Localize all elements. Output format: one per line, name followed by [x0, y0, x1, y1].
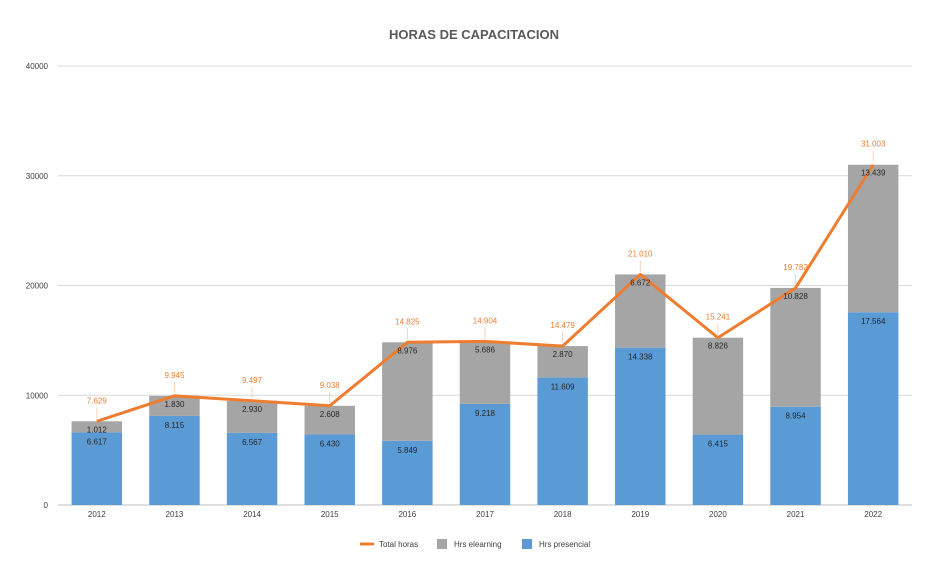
y-axis: 0 10000 20000 30000 40000: [26, 62, 49, 510]
x-axis: 2012 2013 2014 2015 2016 2017 2018 2019 2020 2021…: [88, 510, 883, 519]
data-label-elearning: 2.930: [242, 405, 263, 414]
bar-presencial: [382, 440, 433, 505]
y-tick-label: 30000: [26, 172, 49, 181]
bar-presencial: [149, 415, 200, 505]
x-tick-label: 2021: [787, 510, 805, 519]
bar-presencial: [226, 432, 278, 505]
bar-elearning: [304, 405, 355, 435]
data-label-presencial: 8.115: [165, 421, 185, 430]
data-label-total: 31.003: [861, 140, 886, 149]
data-label-presencial: 6.415: [708, 440, 729, 449]
data-label-total: 15.241: [706, 313, 731, 322]
bar-elearning: [847, 164, 899, 313]
data-labels: 6.617 1.012 8.115 1.830 6.567 2.930 6.430 2.608…: [87, 140, 886, 455]
bar-presencial: [692, 434, 744, 505]
data-label-elearning: 5.686: [475, 345, 496, 354]
bar-presencial: [304, 434, 355, 505]
x-tick-label: 2012: [88, 510, 106, 519]
y-tick-label: 0: [44, 501, 49, 510]
x-tick-label: 2013: [166, 510, 184, 519]
y-tick-label: 10000: [26, 391, 49, 400]
chart-title: HORAS DE CAPACITACION: [389, 27, 559, 42]
data-label-elearning: 6.672: [630, 278, 651, 287]
data-label-elearning: 8.976: [397, 346, 418, 355]
legend: Total horas Hrs elearning Hrs presencial: [360, 539, 590, 549]
x-tick-label: 2016: [398, 510, 416, 519]
bar-elearning: [692, 337, 744, 435]
data-label-total: 7.629: [87, 396, 108, 405]
bar-elearning: [71, 421, 123, 433]
legend-swatch: [522, 539, 532, 549]
x-tick-label: 2017: [476, 510, 494, 519]
data-label-presencial: 8.954: [786, 412, 807, 421]
y-tick-label: 20000: [26, 282, 49, 291]
bar-presencial: [847, 312, 899, 505]
data-label-total: 14.825: [395, 317, 420, 326]
x-tick-label: 2018: [554, 510, 572, 519]
data-label-elearning: 2.870: [553, 350, 574, 359]
data-label-total: 9.038: [320, 381, 341, 390]
data-label-presencial: 14.338: [628, 353, 653, 362]
data-label-presencial: 6.567: [242, 438, 263, 447]
bar-presencial: [537, 377, 588, 505]
gridlines: [58, 65, 912, 506]
data-label-total: 14.479: [550, 321, 575, 330]
data-label-presencial: 11.609: [551, 383, 575, 392]
total-line: [96, 163, 875, 423]
data-label-presencial: 9.218: [475, 409, 496, 418]
data-label-presencial: 5.849: [397, 446, 418, 455]
bar-elearning: [226, 400, 278, 433]
y-tick-label: 40000: [26, 62, 49, 71]
data-label-elearning: 8.826: [708, 342, 729, 351]
data-label-total: 21.010: [628, 249, 653, 258]
data-label-total: 9.945: [164, 371, 185, 380]
data-label-total: 9.497: [242, 376, 263, 385]
bar-elearning: [770, 287, 821, 407]
bar-presencial: [71, 432, 123, 505]
bar-presencial: [770, 406, 821, 505]
bars: [71, 164, 899, 505]
data-label-presencial: 6.430: [320, 439, 341, 448]
x-tick-label: 2020: [709, 510, 727, 519]
x-tick-label: 2019: [631, 510, 649, 519]
bar-presencial: [615, 347, 666, 505]
legend-swatch: [437, 539, 447, 549]
total-series-line: [96, 163, 875, 423]
data-label-elearning: 13.439: [861, 169, 886, 178]
data-label-elearning: 2.608: [320, 410, 341, 419]
data-label-presencial: 17.564: [861, 317, 886, 326]
x-tick-label: 2014: [243, 510, 261, 519]
data-label-elearning: 1.830: [164, 400, 185, 409]
bar-elearning: [382, 342, 433, 441]
bar-elearning: [459, 341, 511, 404]
legend-label: Total horas: [379, 540, 418, 549]
data-label-total: 14.904: [473, 316, 498, 325]
bar-elearning: [537, 346, 588, 378]
data-label-elearning: 10.828: [783, 292, 808, 301]
bar-presencial: [459, 403, 511, 505]
legend-label: Hrs elearning: [454, 540, 502, 549]
data-label-elearning: 1.012: [87, 425, 108, 434]
legend-label: Hrs presencial: [539, 540, 590, 549]
data-label-presencial: 6.617: [87, 437, 108, 446]
x-tick-label: 2015: [321, 510, 339, 519]
x-tick-label: 2022: [864, 510, 882, 519]
data-label-total: 19.782: [783, 263, 808, 272]
